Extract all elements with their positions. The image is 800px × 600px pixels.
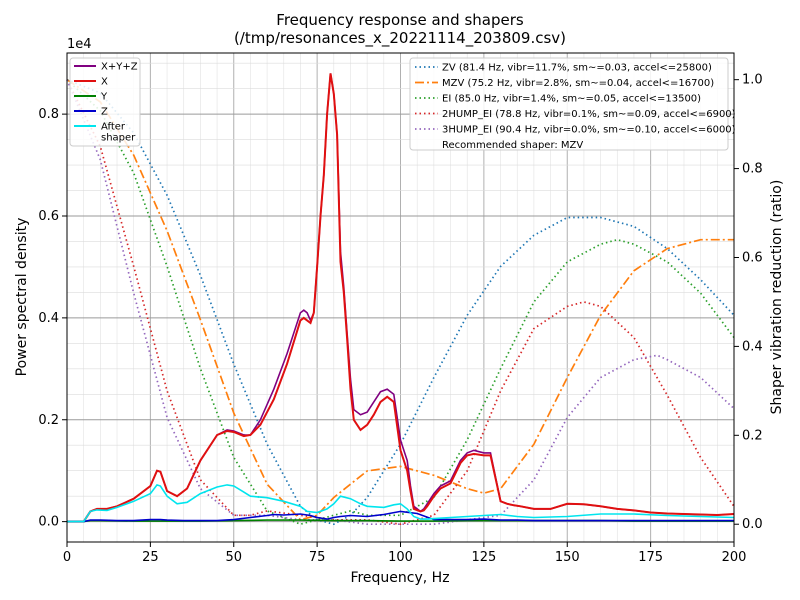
- y-axis-label: Power spectral density: [14, 218, 30, 377]
- legend-shaper-label: ZV (81.4 Hz, vibr=11.7%, sm~=0.03, accel…: [442, 63, 712, 74]
- legend-psd-label: X: [101, 77, 108, 88]
- chart-title: Frequency response and shapers: [276, 11, 524, 29]
- legend-psd-label: X+Y+Z: [101, 62, 138, 73]
- legend-shaper-label: MZV (75.2 Hz, vibr=2.8%, sm~=0.04, accel…: [442, 78, 714, 89]
- psd-series-3: [67, 510, 734, 523]
- y2-tick-label: 0.4: [742, 339, 763, 354]
- legend-psd-label: shaper: [101, 133, 136, 144]
- chart-subtitle: (/tmp/resonances_x_20221114_203809.csv): [234, 29, 566, 48]
- shaper-series-0: [66, 78, 735, 526]
- y-tick-label: 0.4: [38, 311, 59, 326]
- x-tick-label: 75: [309, 550, 326, 565]
- shaper-series-4: [66, 79, 735, 526]
- shaper-series-1: [66, 78, 734, 521]
- x-tick-label: 100: [388, 550, 413, 565]
- y2-tick-label: 0.8: [742, 162, 763, 177]
- y2-tick-label: 0.2: [742, 428, 763, 443]
- shaper-series-3: [66, 79, 735, 526]
- y2-tick-label: 1.0: [742, 73, 763, 88]
- x-tick-label: 200: [722, 550, 747, 565]
- x-tick-label: 25: [142, 550, 159, 565]
- y-tick-label: 0.8: [38, 107, 59, 122]
- y-tick-label: 0.6: [38, 209, 59, 224]
- x-axis-ticks: 0 25 50 75 100 125 150 175 200: [63, 542, 747, 565]
- legend-shaper-label: 2HUMP_EI (78.8 Hz, vibr=0.1%, sm~=0.09, …: [442, 109, 736, 120]
- recommended-shaper-text: Recommended shaper: MZV: [442, 140, 583, 151]
- y2-axis-ticks: 0.0 0.2 0.4 0.6 0.8 1.0: [734, 73, 763, 532]
- legend-psd-label: After: [101, 122, 126, 133]
- psd-series-4: [67, 483, 735, 523]
- y-tick-label: 0.2: [38, 413, 59, 428]
- shaper-series-2: [66, 79, 735, 526]
- psd-series-1: [67, 73, 735, 523]
- x-axis-label: Frequency, Hz: [350, 570, 449, 586]
- legend-shaper-label: 3HUMP_EI (90.4 Hz, vibr=0.0%, sm~=0.10, …: [442, 125, 736, 136]
- y-tick-label: 0.0: [38, 515, 59, 530]
- legend-psd-label: Y: [100, 92, 108, 103]
- x-tick-label: 150: [555, 550, 580, 565]
- y2-tick-label: 0.0: [742, 517, 763, 532]
- legend-psd-label: Z: [101, 107, 108, 118]
- y2-tick-label: 0.6: [742, 250, 763, 265]
- y-axis-exponent: 1e4: [67, 37, 92, 52]
- y-axis-ticks: 0.0 0.2 0.4 0.6 0.8: [38, 107, 67, 530]
- plot-series: [66, 73, 735, 526]
- legend-shapers: ZV (81.4 Hz, vibr=11.7%, sm~=0.03, accel…: [409, 57, 736, 151]
- y2-axis-label: Shaper vibration reduction (ratio): [769, 180, 785, 415]
- x-tick-label: 50: [225, 550, 242, 565]
- x-tick-label: 125: [471, 550, 496, 565]
- legend-shapers-box: [409, 57, 729, 151]
- legend-shaper-label: EI (85.0 Hz, vibr=1.4%, sm~=0.05, accel<…: [442, 94, 701, 105]
- x-tick-label: 0: [63, 550, 71, 565]
- x-tick-label: 175: [638, 550, 663, 565]
